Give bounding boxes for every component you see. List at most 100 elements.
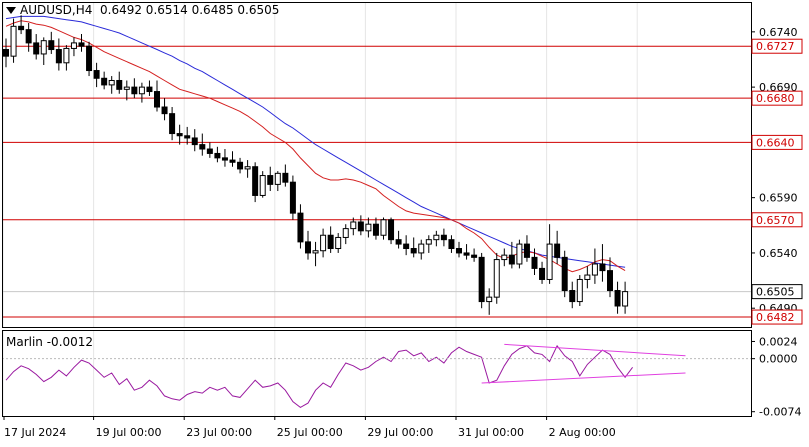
level-tag (751, 38, 803, 54)
candle-body (607, 270, 613, 292)
candle-body (184, 135, 191, 139)
ma-fast-line (5, 20, 626, 273)
candle-body (584, 274, 591, 280)
candle-body (433, 234, 440, 241)
candle-body (327, 234, 334, 250)
ohlc-readout: 0.6492 0.6514 0.6485 0.6505 (100, 3, 280, 17)
candle-body (418, 243, 425, 254)
candle-body (3, 49, 9, 57)
candle-body (486, 296, 493, 303)
candle-body (478, 256, 485, 303)
candle-body (297, 212, 304, 243)
candle-body (425, 239, 432, 245)
candle-body (169, 113, 176, 135)
candle-body (372, 223, 379, 236)
candle-body (463, 252, 470, 256)
candle-body (456, 248, 462, 254)
candle-body (18, 25, 25, 31)
chevron-down-icon[interactable] (6, 7, 16, 14)
level-label: 0.6727 (756, 40, 795, 53)
candle-body (161, 106, 168, 115)
candle-body (539, 267, 546, 280)
level-label: 0.6570 (756, 214, 795, 227)
candle-body (78, 42, 85, 47)
candle-body (561, 256, 568, 292)
x-tick-label: 2 Aug 00:00 (549, 426, 616, 439)
candle-body (229, 159, 236, 163)
indicator-title: Marlin -0.0012 (6, 335, 94, 349)
sub-y-tick-label: 0.0000 (759, 353, 798, 366)
level-tag (751, 90, 803, 106)
candle-body (214, 152, 221, 159)
candle-body (176, 133, 183, 137)
candle-body (131, 86, 138, 95)
candle-body (410, 248, 417, 254)
main-pane-frame (2, 2, 752, 328)
candle-body (93, 70, 100, 79)
x-tick-label: 25 Jul 00:00 (277, 426, 343, 439)
candle-body (40, 40, 47, 55)
marlin-line (5, 344, 633, 408)
level-tag (751, 212, 803, 228)
candle-body (516, 243, 523, 265)
candle-body (320, 234, 327, 252)
candle-body (523, 243, 530, 258)
candle-body (237, 161, 244, 170)
marlin-trend-lower (481, 372, 686, 384)
candle-body (576, 278, 583, 303)
candle-body (395, 239, 402, 245)
candle-body (63, 47, 70, 64)
candle-body (508, 254, 515, 265)
candle-body (10, 25, 17, 57)
y-tick-label: 0.6540 (759, 247, 798, 260)
candle-body (471, 254, 478, 258)
candle-body (350, 221, 357, 230)
level-tag (751, 134, 803, 150)
candle-body (86, 45, 93, 72)
candle-body (274, 172, 281, 185)
candle-body (282, 172, 289, 183)
sub-y-tick-label: -0.0074 (759, 406, 801, 419)
candle-body (25, 29, 32, 44)
candle-body (55, 49, 62, 64)
candle-body (622, 291, 629, 307)
candle-body (267, 175, 274, 185)
sub-pane-frame (2, 330, 752, 417)
symbol-label: AUDUSD,H4 (20, 3, 93, 17)
candle-body (244, 166, 251, 170)
level-label: 0.6482 (756, 311, 795, 324)
candle-body (440, 234, 447, 241)
candle-body (101, 77, 108, 86)
candle-body (448, 239, 455, 250)
candle-body (403, 243, 410, 250)
current-price-tag (751, 284, 803, 300)
candle-body (206, 148, 213, 154)
candle-body (531, 256, 538, 269)
candle-body (70, 42, 77, 49)
candle-body (493, 259, 500, 298)
x-tick-label: 17 Jul 2024 (4, 426, 66, 439)
candle-body (289, 181, 296, 214)
x-tick-label: 23 Jul 00:00 (186, 426, 252, 439)
candle-body (380, 219, 387, 236)
candle-body (342, 228, 349, 238)
candle-body (252, 166, 259, 196)
x-tick-label: 29 Jul 00:00 (367, 426, 433, 439)
sub-y-tick-label: 0.0024 (759, 335, 798, 348)
candle-body (599, 263, 606, 272)
candle-body (365, 223, 372, 232)
y-tick-label: 0.6590 (759, 192, 798, 205)
level-label: 0.6680 (756, 92, 795, 105)
y-tick-label: 0.6740 (759, 26, 798, 39)
candle-body (357, 221, 364, 232)
candle-body (116, 79, 123, 90)
candle-body (388, 219, 395, 241)
candle-body (154, 91, 160, 108)
candle-body (501, 254, 508, 261)
candle-body (138, 86, 145, 95)
candle-body (123, 86, 130, 90)
chart-header: AUDUSD,H4 0.6492 0.6514 0.6485 0.6505 (6, 3, 279, 17)
candle-body (569, 290, 576, 303)
